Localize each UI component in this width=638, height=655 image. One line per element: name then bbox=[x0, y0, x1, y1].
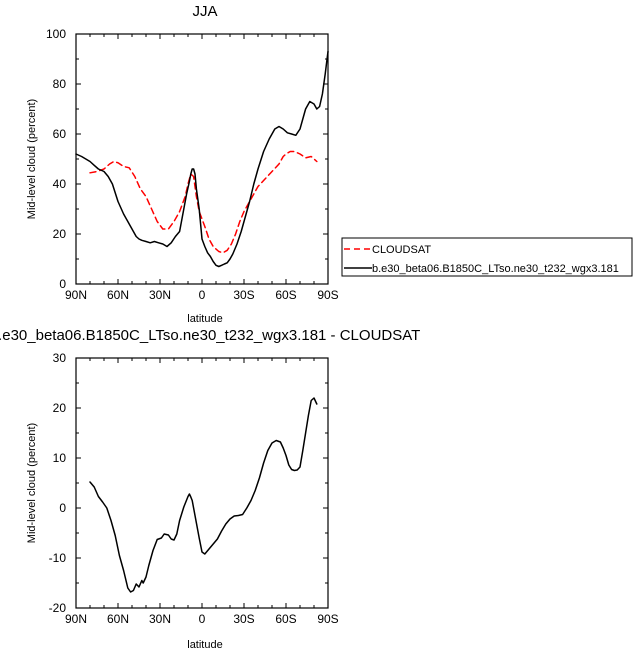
bottom-chart-ticks: 90N 60N 30N 0 30S 60S 90S -20 -10 0 10 20 30 bbox=[49, 351, 339, 626]
top-chart-ytick-label: 60 bbox=[53, 127, 67, 141]
bottom-chart-ylabel: Mid-level cloud (percent) bbox=[26, 423, 38, 543]
top-chart-ytick-label: 20 bbox=[53, 227, 67, 241]
top-chart-xlabel: latitude bbox=[187, 313, 222, 325]
top-chart-ytick-label: 0 bbox=[59, 277, 66, 291]
top-chart-xtick-label: 90S bbox=[317, 288, 338, 302]
top-chart-ticks: 90N 60N 30N 0 30S 60S 90S 0 20 40 60 80 100 bbox=[46, 27, 339, 302]
top-chart-ylabel: Mid-level cloud (percent) bbox=[26, 99, 38, 219]
bottom-chart-xtick-label: 0 bbox=[199, 612, 206, 626]
top-chart-series-line-1 bbox=[75, 50, 329, 268]
top-chart-title: JJA bbox=[192, 3, 217, 20]
top-chart-xtick-label: 60S bbox=[275, 288, 296, 302]
bottom-chart-series bbox=[89, 397, 318, 593]
bottom-chart-xtick-label: 60N bbox=[107, 612, 129, 626]
bottom-chart-ytick-label: -10 bbox=[49, 551, 67, 565]
bottom-chart-frame bbox=[75, 357, 329, 609]
top-chart-xtick-label: 30N bbox=[149, 288, 171, 302]
bottom-chart-xtick-label: 30N bbox=[149, 612, 171, 626]
bottom-chart-ytick-label: 0 bbox=[59, 501, 66, 515]
top-chart-frame bbox=[75, 33, 329, 285]
bottom-chart-ytick-label: 30 bbox=[53, 351, 67, 365]
bottom-chart-series-line-0 bbox=[89, 397, 318, 593]
top-chart-panel: JJA latitude Mid-level cloud (percent) 9… bbox=[26, 3, 339, 325]
bottom-chart-title: b.e30_beta06.B1850C_LTso.ne30_t232_wgx3.… bbox=[0, 327, 420, 344]
legend-label-cloudsat: CLOUDSAT bbox=[372, 244, 431, 256]
top-chart-xtick-label: 60N bbox=[107, 288, 129, 302]
bottom-chart-panel: b.e30_beta06.B1850C_LTso.ne30_t232_wgx3.… bbox=[0, 327, 420, 651]
bottom-chart-ytick-label: -20 bbox=[49, 601, 67, 615]
top-chart-ytick-label: 100 bbox=[46, 27, 66, 41]
top-chart-series-line-0 bbox=[89, 150, 318, 254]
top-chart-xtick-label: 90N bbox=[65, 288, 87, 302]
bottom-chart-xtick-label: 60S bbox=[275, 612, 296, 626]
bottom-chart-xtick-label: 30S bbox=[233, 612, 254, 626]
top-chart-ytick-label: 80 bbox=[53, 77, 67, 91]
chart-legend: CLOUDSAT b.e30_beta06.B1850C_LTso.ne30_t… bbox=[341, 237, 633, 277]
top-chart-xtick-label: 30S bbox=[233, 288, 254, 302]
bottom-chart-xtick-label: 90N bbox=[65, 612, 87, 626]
bottom-chart-xtick-label: 90S bbox=[317, 612, 338, 626]
top-chart-series bbox=[75, 50, 329, 268]
top-chart-xtick-label: 0 bbox=[199, 288, 206, 302]
legend-label-model: b.e30_beta06.B1850C_LTso.ne30_t232_wgx3.… bbox=[372, 263, 619, 275]
bottom-chart-ytick-label: 10 bbox=[53, 451, 67, 465]
bottom-chart-ytick-label: 20 bbox=[53, 401, 67, 415]
bottom-chart-xlabel: latitude bbox=[187, 639, 222, 651]
legend-box bbox=[341, 237, 633, 277]
top-chart-ytick-label: 40 bbox=[53, 177, 67, 191]
